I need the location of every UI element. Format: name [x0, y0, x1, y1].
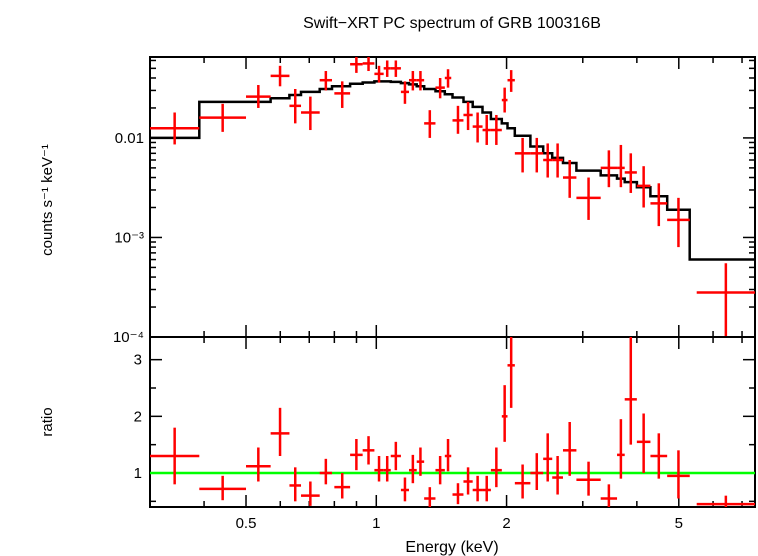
- ratio-frame: [149, 336, 756, 508]
- data-point: [667, 197, 690, 248]
- data-point: [199, 475, 247, 501]
- data-point: [543, 143, 553, 178]
- data-point: [408, 454, 417, 484]
- data-point: [530, 137, 544, 173]
- data-point: [650, 433, 668, 479]
- x-tick-label: 2: [502, 515, 510, 532]
- data-point: [362, 436, 375, 465]
- data-point: [350, 439, 363, 471]
- ratio-y-axis-label: ratio: [39, 407, 56, 436]
- y-tick-label: 10⁻³: [114, 229, 144, 246]
- data-point: [150, 427, 200, 485]
- data-point: [435, 77, 445, 99]
- data-point: [463, 101, 473, 131]
- data-point: [696, 495, 755, 507]
- spectrum-y-axis-label: counts s⁻¹ keV⁻¹: [39, 144, 56, 256]
- data-point: [552, 143, 563, 178]
- data-point: [374, 65, 384, 83]
- data-point: [482, 114, 491, 145]
- data-point: [408, 71, 417, 91]
- data-point: [334, 473, 351, 499]
- data-point: [562, 160, 577, 198]
- y-tick-label: 1: [134, 465, 142, 482]
- y-tick-label: 2: [134, 408, 142, 425]
- data-point: [400, 477, 409, 502]
- x-axis-label: Energy (keV): [405, 539, 498, 556]
- data-point: [617, 419, 625, 479]
- spectrum-panel: 0.01 10⁻³ 10⁻⁴: [113, 56, 756, 346]
- data-point: [301, 96, 320, 131]
- data-point: [416, 71, 425, 91]
- data-point: [424, 487, 436, 507]
- data-point: [624, 153, 637, 193]
- data-point: [270, 407, 290, 456]
- data-point: [246, 447, 271, 482]
- data-point: [463, 467, 473, 495]
- data-point: [424, 110, 436, 138]
- data-point: [390, 60, 401, 77]
- x-tick-label: 1: [372, 515, 380, 532]
- data-point: [334, 81, 351, 108]
- data-point: [472, 475, 483, 502]
- data-point: [507, 337, 515, 408]
- data-point: [507, 70, 515, 92]
- data-point: [416, 447, 425, 476]
- data-point: [390, 441, 401, 471]
- data-point: [374, 456, 384, 482]
- data-point: [636, 166, 651, 208]
- data-point: [562, 422, 577, 476]
- data-point: [444, 69, 452, 88]
- data-point: [289, 89, 302, 124]
- data-point: [552, 456, 563, 495]
- data-point: [576, 177, 601, 220]
- data-point: [490, 114, 502, 145]
- data-point: [501, 87, 508, 113]
- data-point: [289, 467, 302, 502]
- data-point: [600, 484, 618, 507]
- data-point: [650, 183, 668, 227]
- y-tick-label: 0.01: [115, 130, 144, 147]
- data-point: [362, 57, 375, 72]
- data-point: [270, 65, 290, 87]
- data-point: [319, 458, 332, 485]
- data-point: [383, 456, 391, 482]
- data-point: [514, 137, 531, 173]
- data-point: [490, 447, 502, 488]
- data-point: [514, 464, 531, 499]
- data-point: [696, 263, 755, 337]
- data-point: [543, 433, 553, 482]
- data-point: [636, 413, 651, 473]
- y-tick-label: 3: [134, 352, 142, 369]
- data-point: [617, 144, 625, 188]
- y-tick-label: 10⁻⁴: [113, 329, 144, 346]
- data-point: [452, 483, 464, 505]
- data-point: [482, 475, 491, 502]
- data-point: [472, 112, 483, 143]
- data-point: [501, 385, 508, 442]
- data-point: [150, 112, 200, 145]
- data-point: [319, 71, 332, 91]
- model-step-line: [150, 80, 755, 261]
- data-point: [530, 453, 544, 490]
- data-point: [452, 105, 464, 134]
- data-point: [246, 85, 271, 108]
- data-point: [576, 461, 601, 496]
- data-point: [624, 337, 637, 445]
- data-point: [301, 481, 320, 506]
- data-point: [350, 57, 363, 73]
- data-point: [383, 60, 391, 77]
- chart-title: Swift−XRT PC spectrum of GRB 100316B: [303, 15, 601, 32]
- x-tick-label: 5: [675, 515, 683, 532]
- x-tick-label: 0.5: [236, 515, 257, 532]
- data-point: [199, 103, 247, 132]
- data-point: [435, 456, 445, 485]
- data-point: [400, 81, 409, 104]
- data-point: [444, 439, 452, 472]
- ratio-panel: 0.5 1 2 5 1 2 3: [134, 336, 756, 532]
- data-point: [667, 450, 690, 499]
- data-point: [600, 150, 618, 188]
